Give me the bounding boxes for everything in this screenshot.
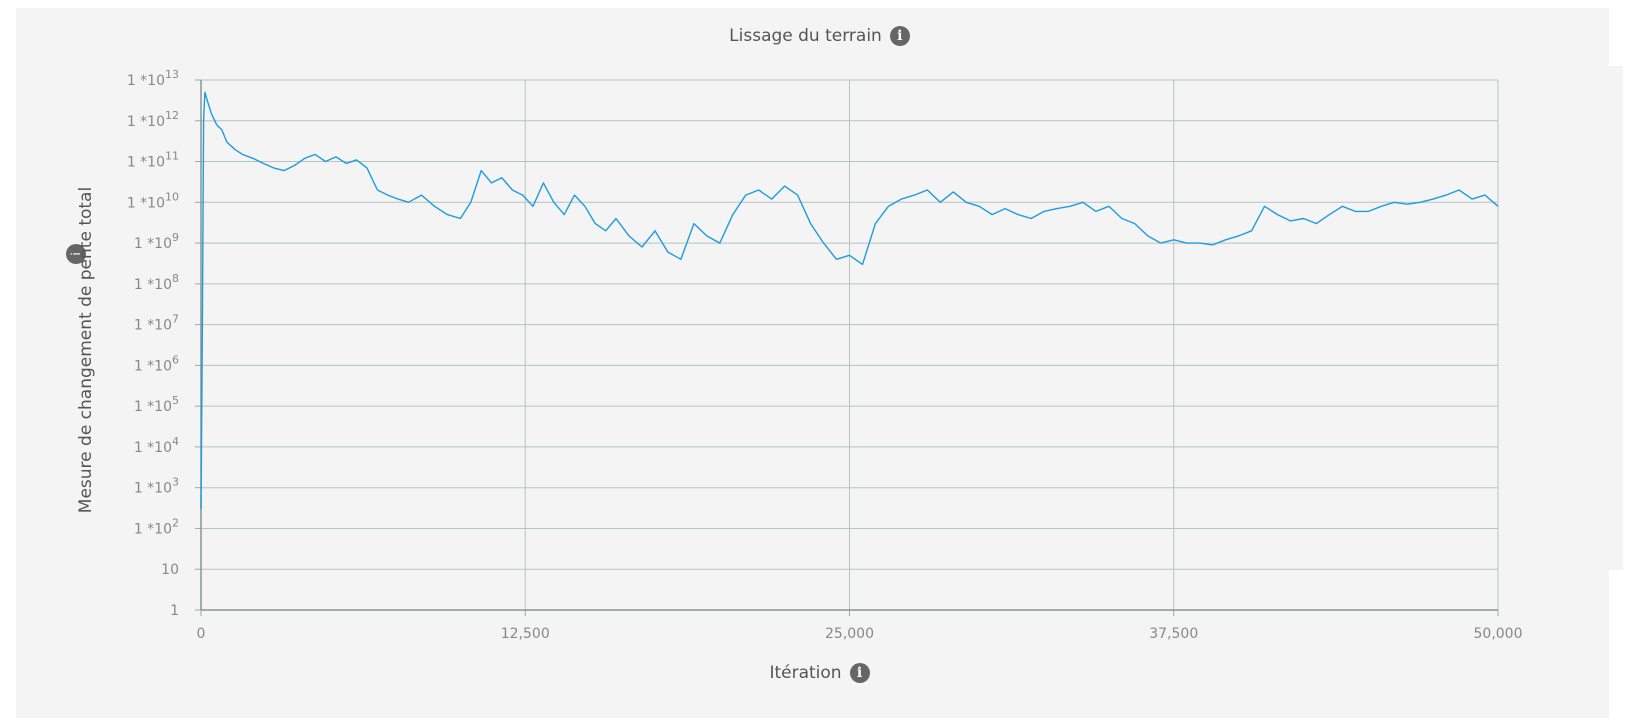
info-icon[interactable]: i (849, 663, 870, 683)
y-tick-label: 1 *104 (134, 435, 179, 456)
chart-title-text: Lissage du terrain (729, 26, 882, 46)
y-tick-label: 1 *106 (134, 353, 179, 374)
x-tick-label: 25,000 (825, 626, 874, 642)
series-line (200, 91, 1499, 510)
y-tick-label: 1 *1013 (127, 68, 179, 89)
info-icon[interactable]: i (889, 26, 910, 46)
y-tick-label: 1 *109 (134, 231, 179, 252)
y-tick-label: 1 *102 (134, 516, 179, 537)
scrollbar-top[interactable] (1609, 8, 1623, 66)
chart-panel: Lissage du terrain i i Mesure de changeme… (16, 8, 1623, 718)
y-tick-label: 1 *103 (134, 476, 179, 497)
y-tick-label: 1 *108 (134, 272, 179, 293)
x-axis-label-text: Itération (769, 663, 842, 683)
chart-title: Lissage du terrain i (16, 26, 1623, 46)
x-tick-label: 50,000 (1474, 626, 1523, 642)
y-tick-label: 1 *1010 (127, 190, 179, 211)
x-tick-label: 12,500 (501, 626, 550, 642)
line-chart: 1 10 1 *102 1 *103 1 *104 1 *105 1 *106 1 *107 1… (127, 68, 1523, 642)
x-tick-label: 0 (197, 626, 206, 642)
y-tick-label: 10 (161, 562, 179, 578)
x-axis-label: Itération i (16, 663, 1623, 683)
scrollbar-bottom[interactable] (1609, 570, 1623, 720)
y-tick-label: 1 *1011 (127, 150, 179, 171)
x-tick-label: 37,500 (1149, 626, 1198, 642)
y-tick-label: 1 *1012 (127, 109, 179, 130)
y-tick-label: 1 *105 (134, 394, 179, 415)
y-tick-label: 1 (170, 603, 179, 619)
y-tick-label: 1 *107 (134, 313, 179, 334)
